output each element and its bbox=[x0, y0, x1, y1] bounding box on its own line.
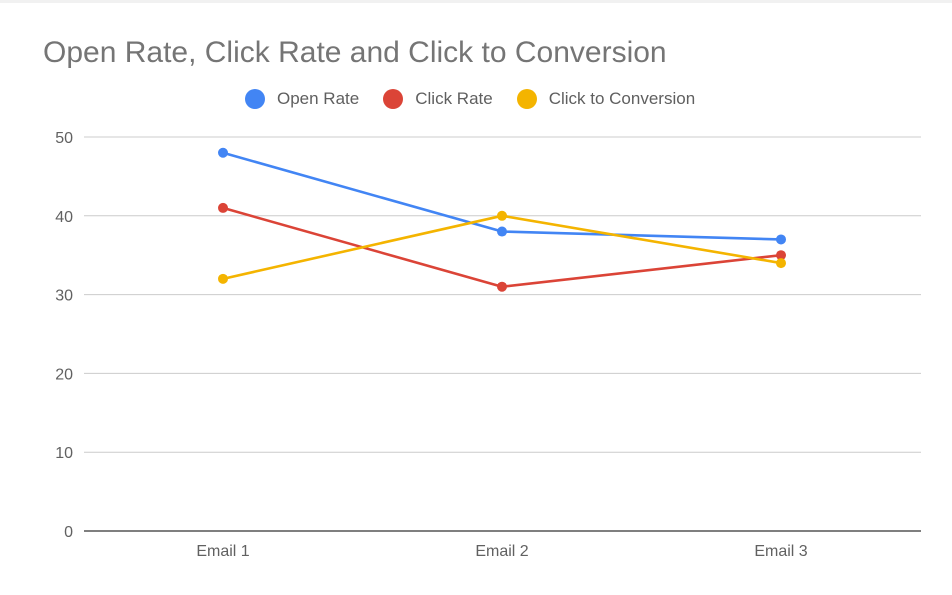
x-tick-label-3: Email 3 bbox=[754, 543, 807, 560]
legend-label-click-rate: Click Rate bbox=[415, 89, 493, 108]
top-strip bbox=[0, 0, 952, 3]
x-tick-label-1: Email 1 bbox=[196, 543, 249, 560]
data-point-click-rate-1 bbox=[218, 202, 228, 213]
y-tick-label-0: 0 bbox=[64, 524, 73, 541]
legend-swatch-click-rate bbox=[383, 89, 404, 109]
legend-item-click-rate[interactable]: Click Rate bbox=[383, 89, 493, 109]
legend: Open Rate Click Rate Click to Conversion bbox=[245, 88, 695, 110]
y-tick-label-20: 20 bbox=[55, 366, 73, 383]
legend-label-open-rate: Open Rate bbox=[277, 89, 360, 108]
data-point-open-rate-2 bbox=[497, 226, 507, 237]
y-tick-label-30: 30 bbox=[55, 288, 73, 305]
series-line-click-to-conversion bbox=[222, 214, 782, 281]
y-tick-label-50: 50 bbox=[55, 130, 73, 147]
legend-swatch-click-to-conversion bbox=[516, 89, 537, 109]
chart-title: Open Rate, Click Rate and Click to Conve… bbox=[43, 36, 667, 69]
data-point-open-rate-1 bbox=[218, 147, 228, 158]
legend-item-click-to-conversion[interactable]: Click to Conversion bbox=[516, 89, 696, 109]
data-point-click-rate-2 bbox=[497, 281, 507, 292]
data-point-click-to-conversion-2 bbox=[497, 210, 507, 221]
legend-item-open-rate[interactable]: Open Rate bbox=[245, 89, 359, 109]
x-tick-label-2: Email 2 bbox=[475, 543, 528, 560]
legend-swatch-open-rate bbox=[245, 89, 265, 109]
y-tick-label-10: 10 bbox=[55, 445, 73, 462]
data-point-click-to-conversion-3 bbox=[776, 258, 786, 269]
series-line-open-rate bbox=[222, 151, 782, 241]
legend-label-click-to-conversion: Click to Conversion bbox=[548, 89, 696, 108]
data-point-open-rate-3 bbox=[776, 234, 786, 245]
y-tick-label-40: 40 bbox=[55, 209, 73, 226]
data-point-click-rate-3 bbox=[776, 250, 786, 261]
data-point-click-to-conversion-1 bbox=[218, 273, 228, 284]
